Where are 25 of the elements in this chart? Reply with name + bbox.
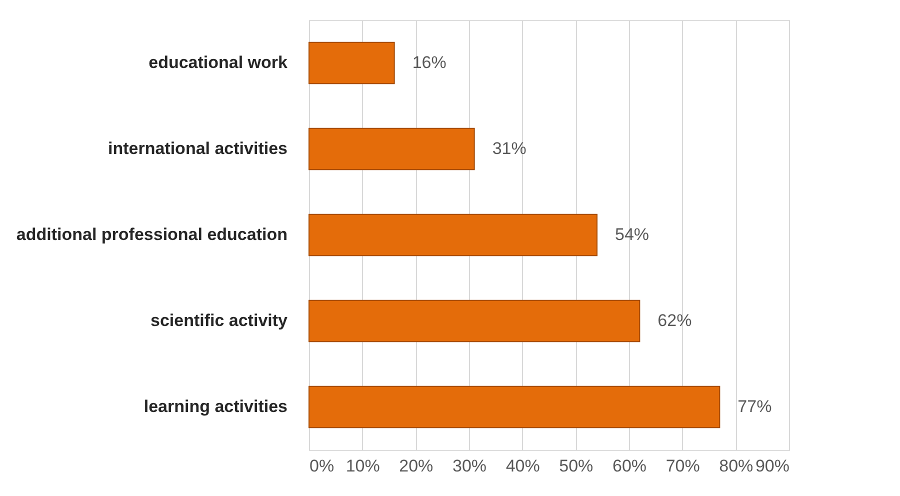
y-tick-label: scientific activity [150, 311, 288, 330]
bar [308, 128, 475, 170]
x-tick-label: 80% [719, 456, 754, 476]
x-tick-label: 20% [399, 456, 434, 476]
y-tick-label: learning activities [144, 397, 288, 416]
y-tick-label: additional professional education [16, 225, 288, 244]
x-tick-label: 30% [452, 456, 487, 476]
data-label: 31% [492, 139, 526, 158]
x-tick-label: 60% [612, 456, 647, 476]
x-tick-label: 40% [506, 456, 540, 476]
data-label: 54% [615, 225, 650, 244]
bar [308, 214, 598, 256]
x-tick-label: 50% [559, 456, 594, 476]
bar [308, 300, 640, 342]
bar [308, 42, 395, 84]
data-label: 62% [658, 311, 692, 330]
x-tick-label: 0% [310, 456, 334, 476]
x-tick-label: 10% [346, 456, 380, 476]
y-tick-label: international activities [108, 139, 288, 158]
x-tick-label: 90% [755, 456, 790, 476]
data-label: 16% [412, 53, 446, 72]
x-tick-label: 70% [666, 456, 700, 476]
bar [308, 386, 720, 428]
data-label: 77% [738, 397, 772, 416]
y-tick-label: educational work [148, 53, 288, 72]
